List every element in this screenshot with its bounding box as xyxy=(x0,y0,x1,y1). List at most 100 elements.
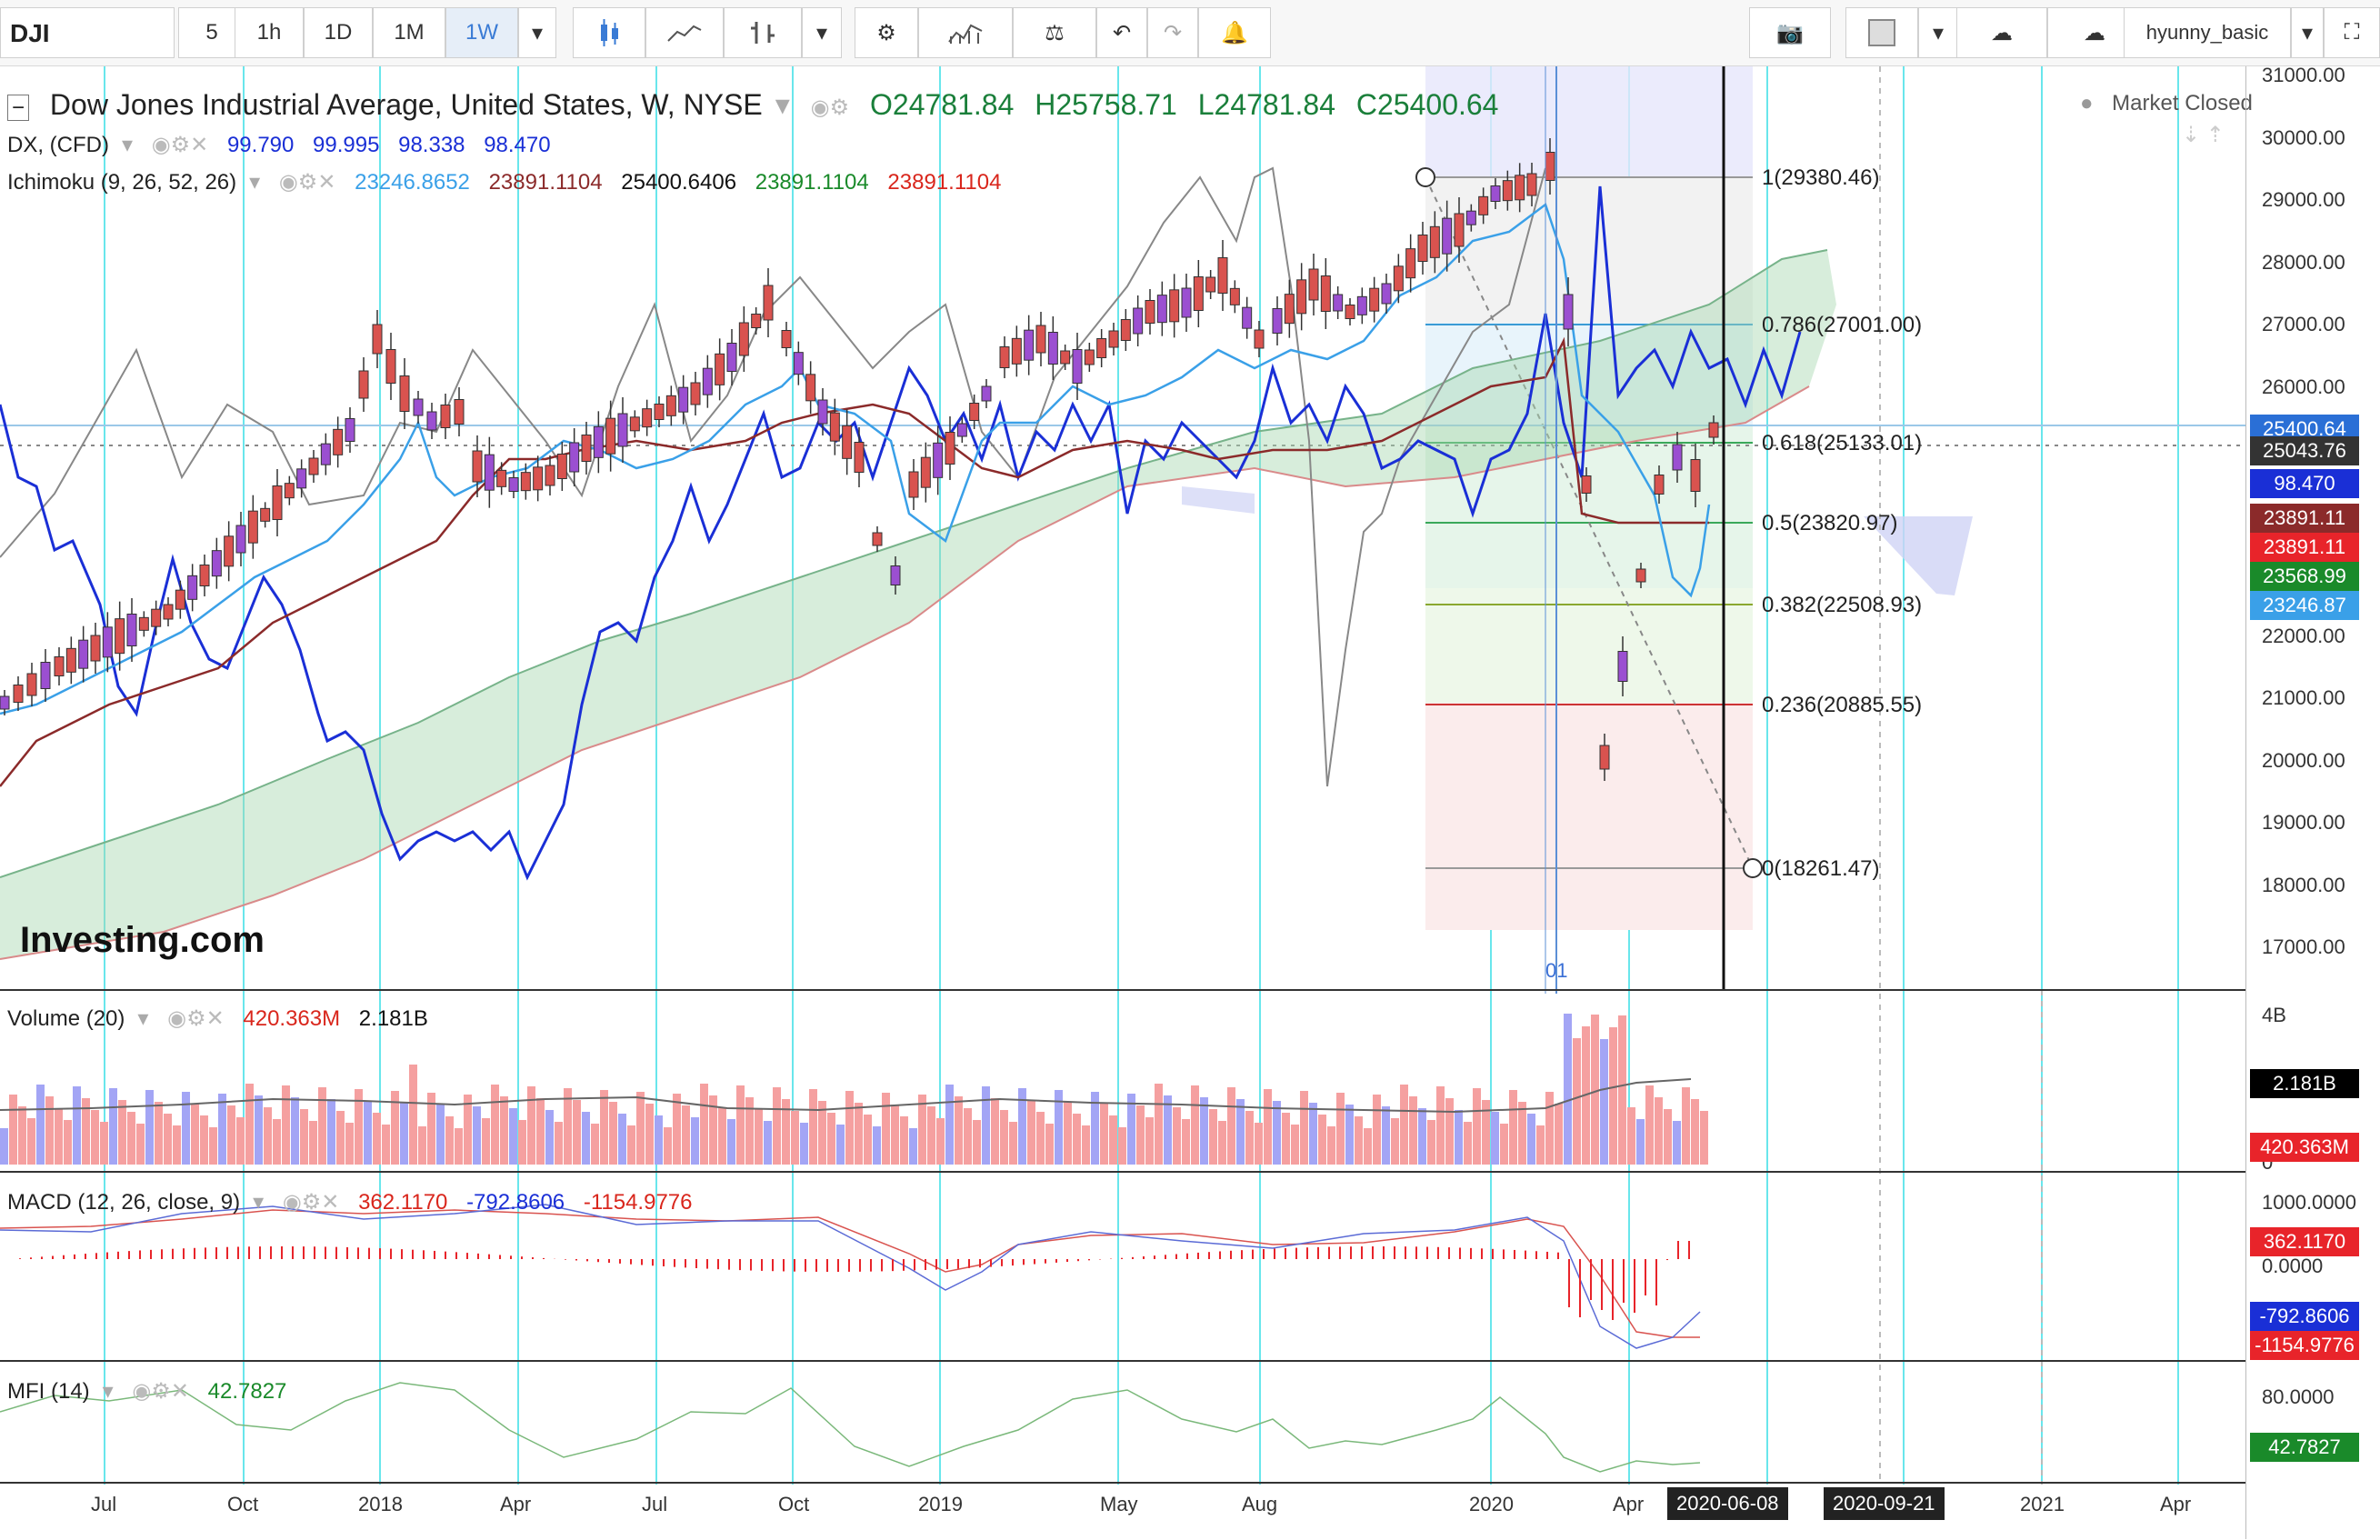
interval-1d[interactable]: 1D xyxy=(304,7,373,58)
candle xyxy=(1545,152,1555,181)
volume-bar xyxy=(1009,1122,1017,1165)
camera-icon[interactable]: 📷 xyxy=(1749,7,1831,58)
price-axis[interactable] xyxy=(2245,66,2380,1539)
collapse-icon[interactable]: − xyxy=(7,95,30,121)
macd-axis-label: 1000.0000 xyxy=(2262,1191,2356,1214)
gear-icon[interactable]: ⚙ xyxy=(855,7,918,58)
volume-controls-icon[interactable]: ◉⚙✕ xyxy=(167,1006,225,1031)
candle xyxy=(842,425,853,459)
chart-type-dropdown-icon[interactable]: ▾ xyxy=(802,7,842,58)
candle xyxy=(1381,283,1392,305)
volume-bar xyxy=(409,1065,417,1165)
macd-dropdown-icon[interactable]: ▾ xyxy=(253,1190,265,1215)
candle xyxy=(665,395,676,416)
price-axis-label: 21000.00 xyxy=(2262,686,2345,709)
volume-bar xyxy=(718,1107,726,1165)
volume-bar xyxy=(109,1088,117,1165)
volume-bar xyxy=(1245,1111,1254,1165)
volume-bar xyxy=(964,1108,972,1165)
volume-bar xyxy=(891,1105,899,1165)
legend-settings-icon[interactable]: ◉⚙ xyxy=(810,95,850,120)
volume-bar xyxy=(1682,1087,1690,1165)
mfi-dropdown-icon[interactable]: ▾ xyxy=(102,1379,114,1404)
volume-bar xyxy=(264,1107,272,1165)
volume-badge: 420.363M xyxy=(2250,1133,2359,1162)
volume-bar xyxy=(355,1089,363,1165)
fib-label: 0.618(25133.01) xyxy=(1762,431,1923,455)
volume-bar xyxy=(236,1117,245,1165)
volume-bar xyxy=(427,1093,435,1165)
candle xyxy=(126,614,137,646)
price-badge: 23891.11 xyxy=(2250,533,2359,562)
interval-1h[interactable]: 1h xyxy=(235,7,304,58)
indicators-icon[interactable] xyxy=(918,7,1013,58)
volume-bar xyxy=(673,1094,681,1165)
time-axis-label: 2021 xyxy=(2020,1493,2065,1515)
user-dropdown-icon[interactable]: ▾ xyxy=(2291,7,2324,58)
compare-scale-icon[interactable]: ⚖ xyxy=(1013,7,1096,58)
volume-bar xyxy=(318,1087,326,1165)
candle xyxy=(175,589,185,610)
template-icon[interactable] xyxy=(1845,7,1918,58)
time-cursor-badge: 2020-06-08 xyxy=(1667,1487,1788,1520)
volume-bar xyxy=(1109,1115,1117,1165)
volume-bar xyxy=(800,1123,808,1165)
volume-bar xyxy=(1164,1095,1172,1165)
candle xyxy=(163,604,174,620)
title-dropdown-icon[interactable]: ▾ xyxy=(775,88,790,121)
macd-controls-icon[interactable]: ◉⚙✕ xyxy=(282,1190,340,1215)
volume-bar xyxy=(1527,1114,1535,1165)
symbol-search[interactable]: DJI xyxy=(0,7,175,58)
candle xyxy=(1120,319,1131,341)
volume-bars xyxy=(0,1014,1708,1165)
candle xyxy=(1405,248,1416,279)
volume-bar xyxy=(1618,1015,1626,1165)
volume-bar xyxy=(64,1120,72,1165)
dx-controls-icon[interactable]: ◉⚙✕ xyxy=(151,133,209,157)
candle xyxy=(508,477,519,492)
cloud-download-icon[interactable]: ☁ xyxy=(1956,7,2047,58)
undo-icon[interactable]: ↶ xyxy=(1096,7,1147,58)
candle xyxy=(211,550,222,577)
time-axis-label: May xyxy=(1100,1493,1138,1515)
interval-dropdown-icon[interactable]: ▾ xyxy=(518,7,556,58)
fullscreen-icon[interactable]: ⛶ xyxy=(2324,7,2380,58)
candle xyxy=(738,322,749,356)
chart-canvas[interactable]: Investing.com 01 xyxy=(0,66,2245,1539)
candle xyxy=(817,399,828,425)
ichimoku-controls-icon[interactable]: ◉⚙✕ xyxy=(278,170,336,195)
mfi-controls-icon[interactable]: ◉⚙✕ xyxy=(132,1379,189,1404)
redo-icon[interactable]: ↷ xyxy=(1147,7,1198,58)
volume-bar xyxy=(1236,1099,1245,1165)
volume-dropdown-icon[interactable]: ▾ xyxy=(137,1006,149,1031)
time-axis-label: Apr xyxy=(500,1493,532,1515)
candle xyxy=(956,423,967,437)
volume-bar xyxy=(855,1103,863,1165)
volume-bar xyxy=(55,1108,63,1165)
volume-bar xyxy=(209,1127,217,1165)
interval-5[interactable]: 5 xyxy=(178,7,245,58)
volume-bar xyxy=(1082,1125,1090,1165)
bars-icon[interactable] xyxy=(724,7,802,58)
dx-legend: DX, (CFD) ▾ ◉⚙✕ 99.790 99.995 98.338 98.4… xyxy=(7,133,551,157)
line-chart-icon[interactable] xyxy=(645,7,724,58)
scroll-arrows-icon[interactable]: ⇣ ⇡ xyxy=(2182,123,2225,147)
ichimoku-dropdown-icon[interactable]: ▾ xyxy=(249,170,261,195)
time-axis-label: Apr xyxy=(2160,1493,2192,1515)
interval-1m[interactable]: 1M xyxy=(373,7,445,58)
user-menu[interactable]: hyunny_basic xyxy=(2124,7,2291,58)
candles-icon[interactable] xyxy=(573,7,645,58)
candle xyxy=(1478,195,1489,215)
macd-histogram xyxy=(19,1241,1690,1320)
price-axis-label: 18000.00 xyxy=(2262,873,2345,896)
candle xyxy=(260,507,271,522)
volume-bar xyxy=(1555,1104,1563,1165)
volume-bar xyxy=(691,1117,699,1165)
template-dropdown-icon[interactable]: ▾ xyxy=(1918,7,1958,58)
alert-icon[interactable]: 🔔 xyxy=(1198,7,1271,58)
dx-dropdown-icon[interactable]: ▾ xyxy=(121,133,134,157)
volume-bar xyxy=(1327,1126,1335,1165)
price-axis-label: 26000.00 xyxy=(2262,375,2345,398)
interval-1w[interactable]: 1W xyxy=(445,7,518,58)
volume-bar xyxy=(282,1085,290,1165)
